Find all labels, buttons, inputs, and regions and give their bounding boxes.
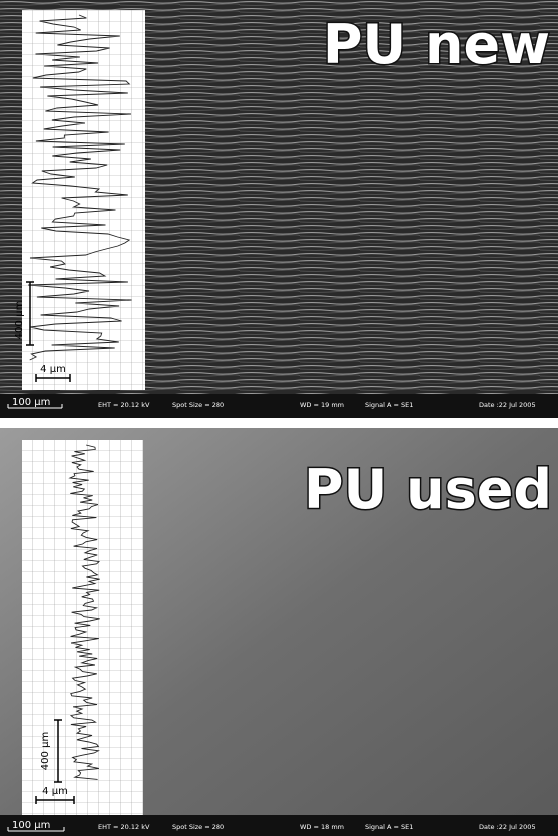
sem-figure: PU new PU used 400 µm 4 µm 400 µm 4 µm 1… [0, 0, 558, 836]
info-bar [0, 394, 558, 418]
panel-title: PU used [304, 458, 552, 521]
info-text: Spot Size = 280 [172, 823, 224, 831]
info-text: Date :22 Jul 2005 [479, 823, 536, 831]
scale-label: 400 µm [40, 732, 51, 770]
info-text: Signal A = SE1 [365, 823, 413, 831]
panel-title: PU new [323, 13, 550, 76]
inset-grid [22, 10, 145, 390]
scale-label: 4 µm [40, 364, 66, 375]
info-text: EHT = 20.12 kV [98, 401, 150, 409]
scale-bar-label: 100 µm [12, 820, 50, 831]
info-text: WD = 19 mm [300, 401, 344, 409]
info-bar [0, 815, 558, 836]
info-text: EHT = 20.12 kV [98, 823, 150, 831]
scale-label: 400 µm [14, 301, 25, 339]
info-text: WD = 18 mm [300, 823, 344, 831]
info-text: Date :22 Jul 2005 [479, 401, 536, 409]
info-text: Spot Size = 280 [172, 401, 224, 409]
scale-label: 4 µm [42, 786, 68, 797]
scale-bar-label: 100 µm [12, 397, 50, 408]
info-text: Signal A = SE1 [365, 401, 413, 409]
